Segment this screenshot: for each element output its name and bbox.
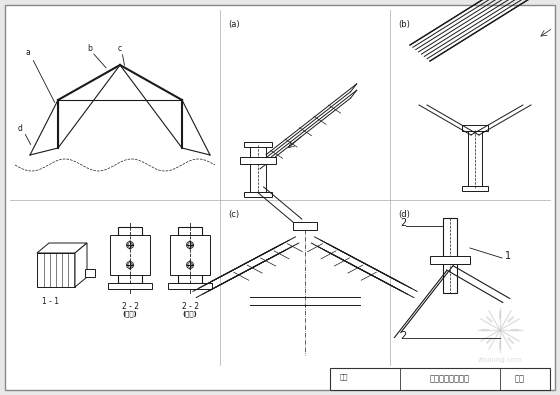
Bar (85, 269, 95, 277)
Bar (443, 218, 457, 293)
Bar (430, 256, 470, 264)
Text: 2 - 2: 2 - 2 (181, 302, 198, 311)
Text: (衬板): (衬板) (123, 310, 137, 317)
Bar (250, 145, 266, 192)
Bar (170, 235, 210, 275)
Bar (330, 368, 550, 390)
Bar (118, 227, 142, 283)
Circle shape (186, 241, 194, 248)
Text: 图名: 图名 (340, 373, 348, 380)
Bar (110, 235, 150, 275)
Bar (244, 142, 272, 147)
Bar (178, 227, 202, 283)
Bar (462, 186, 488, 191)
Text: 三铰拱式天窗节点: 三铰拱式天窗节点 (430, 374, 470, 384)
Bar (108, 283, 152, 289)
Circle shape (127, 261, 133, 269)
Bar (293, 222, 317, 230)
Text: 2 - 2: 2 - 2 (122, 302, 138, 311)
Text: zhulong.com: zhulong.com (478, 357, 522, 363)
Bar (468, 130, 482, 188)
Text: 2: 2 (400, 218, 406, 228)
Circle shape (186, 261, 194, 269)
Text: 图页: 图页 (515, 374, 525, 384)
Polygon shape (75, 243, 87, 287)
Text: (a): (a) (228, 20, 240, 29)
Polygon shape (37, 253, 75, 287)
Text: 1 - 1: 1 - 1 (41, 297, 58, 306)
Text: c: c (118, 43, 122, 53)
Text: 1: 1 (505, 251, 511, 261)
Bar (462, 125, 488, 131)
Text: b: b (87, 43, 92, 53)
Text: (c): (c) (228, 210, 239, 219)
Text: (b): (b) (398, 20, 410, 29)
Text: (d): (d) (398, 210, 410, 219)
Text: 2: 2 (400, 331, 406, 341)
Bar (168, 283, 212, 289)
Polygon shape (37, 243, 87, 253)
Bar (240, 157, 276, 164)
Bar (244, 192, 272, 197)
Text: d: d (18, 124, 23, 132)
Text: a: a (25, 47, 30, 56)
Text: (模数): (模数) (183, 310, 197, 317)
Circle shape (127, 241, 133, 248)
